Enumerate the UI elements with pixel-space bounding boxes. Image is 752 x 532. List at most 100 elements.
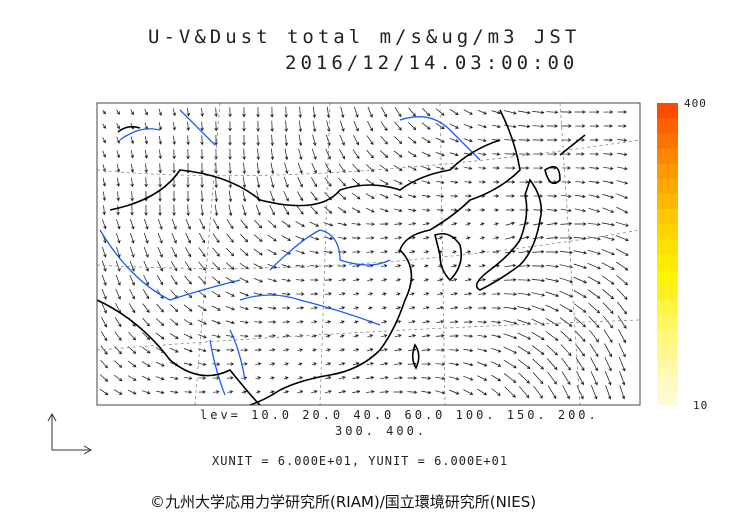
wind-vector [184, 275, 192, 285]
wind-vector [546, 236, 559, 240]
wind-vector [533, 221, 544, 226]
wind-vector [311, 162, 317, 174]
colorbar-band [657, 299, 678, 315]
wind-vector [574, 208, 587, 213]
wind-vector [214, 190, 219, 203]
wind-vector [531, 331, 545, 341]
wind-vector [615, 221, 629, 227]
wind-vector [253, 277, 264, 283]
wind-vector [547, 208, 558, 212]
wind-vector [185, 232, 191, 244]
wind-vector [575, 166, 586, 170]
wind-vector [101, 274, 107, 286]
wind-vector [129, 246, 135, 258]
wind-vector [242, 204, 247, 216]
wind-vector [562, 385, 570, 400]
wind-vector [616, 274, 629, 286]
wind-vector [101, 288, 107, 300]
wind-vector [239, 320, 249, 324]
wind-vector [366, 348, 374, 352]
wind-vector [184, 247, 192, 258]
wind-vector [242, 162, 246, 175]
wind-vector [172, 149, 176, 160]
wind-vector [367, 334, 374, 338]
wind-vector [379, 164, 389, 172]
colorbar-band [657, 133, 678, 149]
wind-vector [284, 134, 289, 147]
wind-vector [492, 292, 501, 296]
wind-vector [493, 194, 500, 198]
wind-vector [325, 163, 332, 174]
wind-vector [323, 250, 333, 254]
wind-vector [477, 334, 488, 339]
wind-vector [351, 222, 362, 226]
wind-vector [449, 362, 460, 367]
wind-vector [254, 320, 263, 324]
wind-vector [212, 247, 220, 257]
wind-vector [503, 110, 517, 115]
wind-vector [380, 236, 389, 240]
wind-vector [115, 260, 121, 272]
wind-vector [102, 205, 106, 216]
wind-vector [423, 292, 430, 296]
wind-vector [255, 204, 261, 216]
wind-vector [283, 390, 290, 394]
wind-vector [588, 302, 601, 314]
wind-vector [100, 331, 108, 342]
wind-vector [242, 121, 246, 132]
wind-vector [463, 109, 473, 115]
wind-vector [394, 107, 402, 118]
wind-vector [532, 358, 544, 370]
colorbar-band [657, 193, 678, 209]
wind-vector [561, 124, 572, 128]
wind-vector [547, 385, 557, 400]
wind-vector [451, 264, 458, 268]
wind-vector [559, 277, 574, 283]
wind-vector [116, 136, 120, 144]
wind-vector [408, 348, 417, 352]
colorbar-band [657, 269, 678, 285]
wind-vector [197, 305, 207, 312]
wind-vector [619, 385, 626, 400]
wind-vector [517, 292, 532, 297]
wind-vector [504, 263, 517, 268]
wind-vector [491, 306, 501, 310]
wind-vector [186, 121, 190, 131]
wind-vector [409, 306, 416, 310]
chart-title: U-V&Dust total m/s&ug/m3 JST [148, 26, 581, 48]
wind-vector [113, 374, 123, 382]
wind-vector [240, 348, 249, 352]
wind-vector [283, 176, 289, 188]
wind-vector [267, 263, 278, 269]
wind-vector [531, 278, 545, 283]
wind-vector [269, 376, 275, 380]
wind-vector [198, 390, 206, 394]
wind-vector [449, 123, 459, 129]
wind-vector [422, 306, 430, 310]
wind-vector [449, 152, 459, 157]
wind-vector [101, 260, 107, 272]
wind-vector [545, 278, 560, 283]
wind-vector [604, 371, 612, 386]
wind-vector [295, 250, 306, 255]
wind-vector [102, 137, 106, 144]
wind-vector [158, 135, 162, 145]
wind-vector [449, 137, 459, 143]
wind-vector [518, 386, 530, 399]
wind-vector [423, 250, 430, 254]
wind-vector [228, 121, 232, 132]
wind-vector [503, 373, 517, 384]
wind-vector [256, 134, 260, 146]
wind-vector [339, 149, 345, 160]
wind-vector [366, 250, 375, 254]
wind-vector [337, 236, 347, 240]
wind-vector [352, 362, 360, 366]
wind-vector [546, 358, 558, 371]
wind-vector [409, 250, 416, 254]
wind-vector [144, 177, 148, 188]
wind-vector [381, 320, 388, 324]
wind-vector [144, 204, 148, 216]
wind-vector [158, 190, 162, 202]
wind-vector [435, 390, 446, 395]
colorbar-min-label: 10 [693, 399, 709, 412]
